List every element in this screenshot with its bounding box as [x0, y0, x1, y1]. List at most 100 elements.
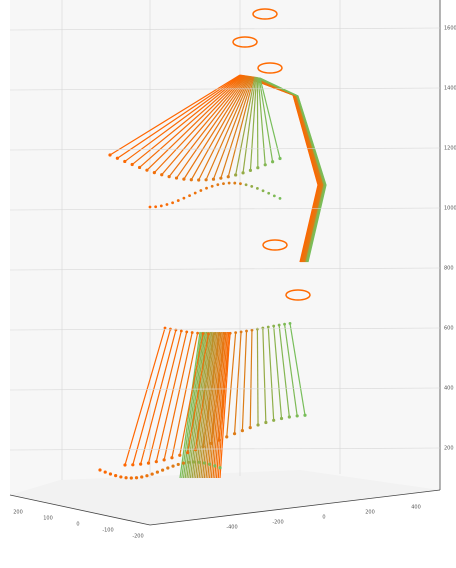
limb	[249, 77, 258, 171]
joint	[205, 186, 208, 190]
joint	[279, 416, 284, 421]
grid-line	[9, 447, 441, 451]
limb	[168, 75, 248, 177]
x-tick-label: -400	[226, 525, 237, 531]
limb	[241, 331, 248, 431]
joint	[154, 205, 158, 209]
joint	[140, 475, 144, 479]
joint	[148, 205, 152, 209]
joint	[272, 194, 276, 198]
limb	[283, 324, 298, 417]
limb	[187, 333, 210, 453]
limb	[155, 331, 188, 462]
joint	[196, 331, 200, 335]
joint	[255, 187, 259, 190]
joint	[264, 420, 268, 425]
limb	[190, 76, 251, 181]
limb	[205, 76, 252, 181]
joint	[186, 450, 190, 455]
joint	[241, 171, 245, 175]
limb	[146, 75, 245, 171]
joint	[154, 460, 158, 464]
limb	[200, 331, 217, 479]
limb	[202, 331, 218, 479]
limb	[267, 326, 275, 421]
joint	[171, 201, 175, 205]
joint	[204, 178, 208, 182]
limb	[132, 328, 172, 465]
x-tick-label: 400	[411, 505, 421, 511]
z-tick-label: 1600	[444, 26, 456, 32]
joint	[240, 428, 244, 433]
joint	[226, 175, 230, 179]
limb	[259, 77, 281, 159]
joint	[218, 466, 222, 470]
limb	[196, 331, 214, 479]
limb	[212, 331, 226, 479]
limb	[131, 74, 243, 166]
limb	[205, 331, 221, 479]
limb	[139, 75, 244, 168]
limb	[258, 77, 274, 162]
joint	[271, 160, 275, 164]
joint	[185, 330, 189, 334]
joint	[278, 197, 282, 200]
grid-line	[9, 147, 441, 151]
joint	[250, 184, 254, 188]
x-tick-label: 0	[322, 515, 325, 521]
head	[252, 8, 278, 20]
joint	[213, 464, 217, 468]
joint	[199, 189, 203, 192]
joint	[202, 461, 206, 465]
joint	[98, 468, 102, 472]
head	[257, 62, 283, 74]
y-tick-label: 200	[13, 510, 23, 516]
z-tick-label: 1200	[444, 146, 456, 152]
joint	[170, 456, 174, 460]
joint	[272, 418, 276, 422]
grid-line	[9, 267, 441, 271]
limb	[215, 331, 228, 479]
joint	[288, 322, 292, 325]
floor	[10, 470, 440, 525]
limb	[273, 325, 283, 419]
joint	[225, 435, 229, 439]
y-tick-label: -200	[132, 534, 143, 540]
joint	[250, 328, 254, 332]
limb	[278, 325, 290, 418]
head	[285, 289, 311, 301]
joint	[182, 196, 186, 200]
limb	[147, 330, 182, 464]
limb	[171, 333, 199, 458]
limb	[212, 76, 253, 180]
joint	[108, 472, 113, 476]
limb	[210, 331, 225, 479]
joint	[160, 173, 164, 177]
limb	[242, 77, 257, 173]
joint	[248, 168, 253, 172]
joint	[155, 470, 159, 474]
limb	[289, 323, 306, 416]
limb	[109, 74, 241, 156]
z-tick-label: 400	[444, 386, 454, 392]
joint	[162, 458, 166, 462]
joint	[219, 176, 223, 180]
joint	[179, 329, 183, 333]
z-tick-label: 1000	[444, 206, 456, 212]
limb	[191, 331, 210, 479]
joint	[182, 177, 186, 181]
joint	[165, 203, 169, 206]
head	[262, 239, 288, 251]
joint	[201, 332, 205, 336]
joint	[139, 462, 143, 466]
x-tick-label: 200	[365, 510, 375, 516]
joint	[134, 476, 139, 480]
joint	[256, 423, 260, 427]
joint	[210, 184, 214, 188]
limb	[217, 331, 230, 479]
joint	[171, 464, 175, 468]
limb	[226, 332, 237, 437]
joint	[152, 171, 156, 175]
joint	[239, 330, 243, 334]
tick-labels: 16001400120010008006004002002001000-100-…	[13, 26, 456, 540]
